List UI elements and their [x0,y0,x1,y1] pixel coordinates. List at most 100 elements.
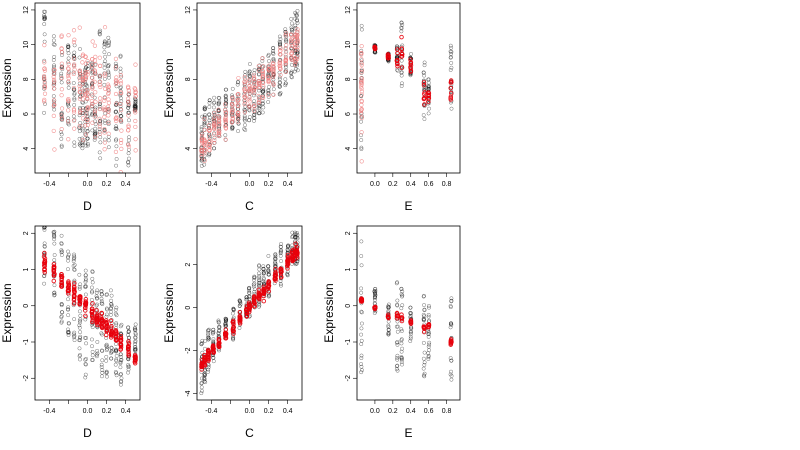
observed-point [109,317,114,322]
observed-point [83,362,88,366]
fitted-point [212,122,217,127]
observed-point [126,163,131,168]
fitted-point [105,82,111,87]
fitted-point [207,148,212,153]
observed-point [278,80,283,85]
observed-point [252,109,257,114]
fitted-point [118,118,124,123]
fitted-point [97,116,102,121]
observed-point [90,270,95,274]
observed-point [230,311,235,316]
fitted-point [51,103,57,108]
fitted-point [295,54,300,59]
panel-bottom-middle: -0.4 0.0 0.2 0.4 -4 -2 0 2 C Expression [162,225,303,440]
fitted-point [92,114,97,120]
points-layer [358,239,454,382]
observed-point [99,374,104,379]
observed-point [256,88,261,93]
fitted-point [285,266,290,271]
fitted-point [102,130,107,135]
observed-point [85,136,90,141]
observed-point [426,303,431,308]
observed-point [77,338,82,343]
observed-point [231,335,236,340]
fitted-point [85,72,90,77]
observed-point [126,151,131,156]
x-tick-label: 0.2 [388,181,398,188]
observed-point [66,321,71,326]
observed-point [66,85,71,90]
fitted-point [278,73,283,78]
fitted-point [408,64,413,70]
observed-point [72,43,77,48]
observed-point [78,94,83,99]
observed-point [395,353,400,358]
x-axis-label: C [245,199,254,213]
fitted-point [395,57,400,63]
observed-point [72,254,77,259]
fitted-point [42,66,47,71]
observed-point [257,106,261,111]
y-tick-label: 4 [345,147,352,151]
fitted-point [237,309,243,315]
observed-point [422,60,427,65]
y-tick-label: -2 [23,375,30,381]
observed-point [421,70,426,75]
observed-point [84,356,89,361]
observed-point [206,123,211,128]
observed-point [104,292,109,297]
observed-point [202,119,207,124]
observed-point [231,307,236,312]
fitted-point [223,123,228,129]
observed-point [294,13,299,18]
fitted-point [223,126,229,131]
fitted-point [95,317,100,322]
observed-point [395,329,400,334]
fitted-point [247,97,252,102]
observed-point [72,50,77,55]
observed-point [126,118,131,123]
fitted-point [106,100,111,105]
observed-point [95,339,100,344]
observed-point [118,352,123,357]
fitted-point [78,74,83,79]
observed-point [118,361,123,366]
observed-point [426,77,431,82]
observed-point [114,349,119,354]
fitted-point [126,88,131,93]
observed-point [293,230,298,235]
observed-point [248,74,253,79]
observed-point [114,137,119,142]
observed-point [127,135,131,140]
fitted-point [242,86,247,91]
fitted-point [247,104,252,109]
observed-point [207,118,212,123]
fitted-point [90,75,95,80]
observed-point [252,275,257,280]
observed-point [295,235,300,240]
observed-point [100,348,105,353]
y-tick-label: -1 [23,339,30,345]
fitted-point [77,68,82,74]
fitted-point [421,91,427,97]
observed-point [252,68,257,73]
observed-point [199,385,204,390]
observed-point [293,239,298,244]
observed-point [207,100,212,105]
observed-point [72,267,77,272]
observed-point [104,371,109,376]
fitted-point [59,46,64,51]
observed-point [98,140,103,145]
fitted-point [133,137,138,142]
fitted-point [289,38,294,43]
observed-point [119,99,124,104]
observed-point [106,35,111,40]
fitted-point [359,80,364,85]
y-tick-label: -2 [345,375,352,381]
observed-point [104,292,109,297]
fitted-point [247,95,252,100]
observed-point [295,63,299,68]
observed-point [118,365,123,370]
fitted-point [114,80,119,85]
fitted-point [359,76,364,81]
